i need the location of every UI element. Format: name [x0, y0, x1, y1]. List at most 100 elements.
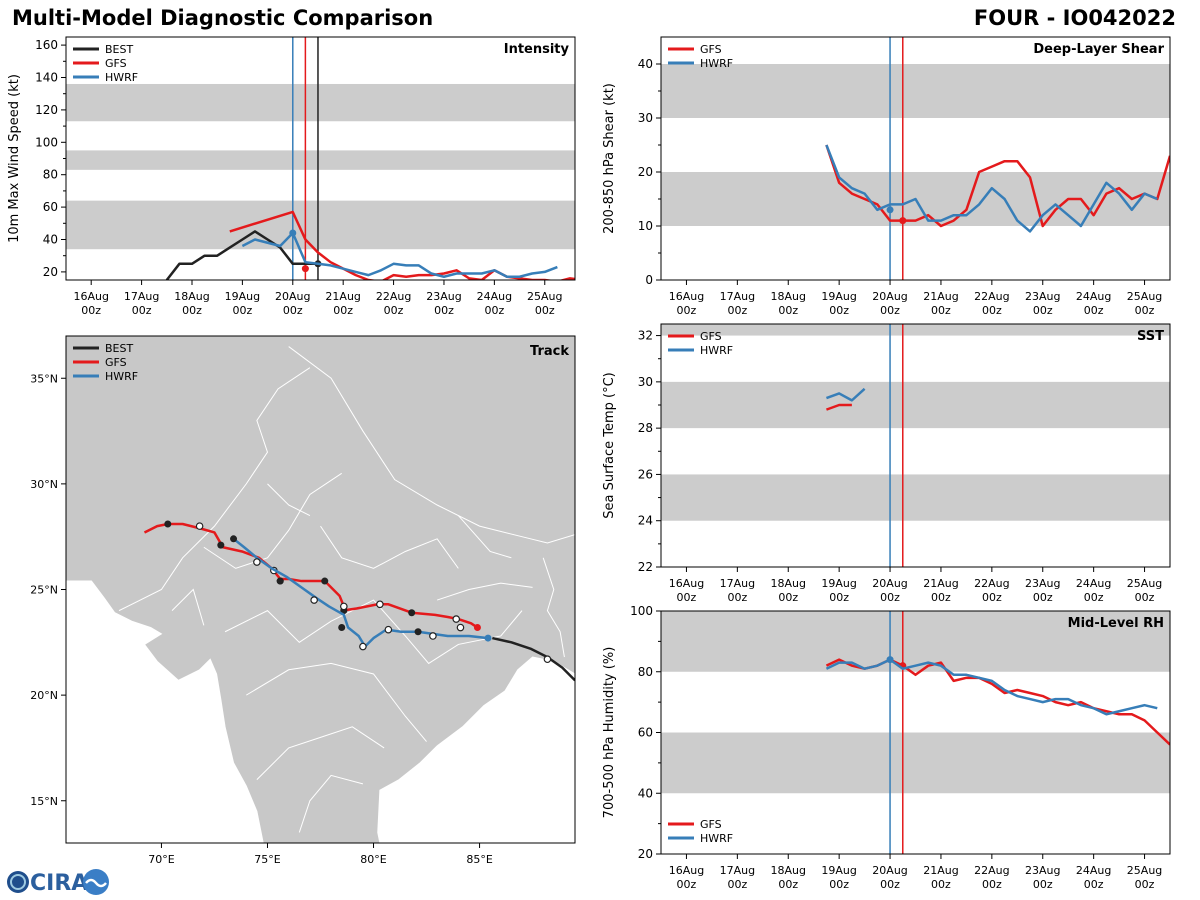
sst-xtick-label: 24Aug [1076, 577, 1111, 590]
intensity-ytick-label: 100 [35, 135, 58, 149]
shear-xtick-label: 00z [778, 304, 798, 317]
sst-xtick-label: 23Aug [1025, 577, 1060, 590]
intensity-xtick-label: 18Aug [174, 290, 209, 303]
track-point-filled-hwrf [414, 628, 422, 636]
sst-xtick-label: 00z [727, 591, 747, 604]
track-point-open-hwrf [359, 642, 367, 651]
sst-xtick-label: 00z [829, 591, 849, 604]
border-line-1 [288, 346, 575, 544]
rh-band-0 [661, 732, 1170, 794]
rh-xtick-label: 21Aug [923, 864, 958, 877]
sst-xtick-label: 19Aug [821, 577, 856, 590]
sst-xtick-label: 16Aug [669, 577, 704, 590]
shear-xtick-label: 00z [982, 304, 1002, 317]
intensity-panel: 2040608010012014016016Aug00z17Aug00z18Au… [7, 36, 576, 317]
rh-xtick-label: 22Aug [974, 864, 1009, 877]
track-point-filled-hwrf [484, 634, 492, 642]
sst-ytick-label: 28 [638, 421, 653, 435]
rh-legend-label-gfs: GFS [700, 818, 722, 831]
sst-line-hwrf [825, 387, 866, 402]
intensity-xtick-label: 16Aug [73, 290, 108, 303]
rh-xtick-label: 19Aug [821, 864, 856, 877]
sst-line-gfs [825, 403, 852, 411]
track-point-open-hwrf [456, 623, 465, 632]
rh-xtick-label: 00z [1084, 878, 1104, 891]
intensity-line-hwrf [241, 231, 558, 279]
intensity-xtick-label: 20Aug [275, 290, 310, 303]
sst-xtick-label: 00z [931, 591, 951, 604]
border-line-0 [118, 367, 311, 612]
track-legend-label-hwrf: HWRF [105, 370, 138, 383]
intensity-title: Intensity [504, 42, 570, 57]
intensity-ytick-label: 40 [43, 233, 58, 247]
sst-legend-label-gfs: GFS [700, 330, 722, 343]
track-point-filled-hwrf [276, 577, 284, 585]
shear-xtick-label: 24Aug [1076, 290, 1111, 303]
track-xtick-label: 85°E [466, 853, 492, 866]
intensity-ytick-label: 80 [43, 168, 58, 182]
rh-band-1 [661, 611, 1170, 672]
track-xtick-label: 80°E [360, 853, 386, 866]
intensity-xtick-label: 19Aug [225, 290, 260, 303]
border-line-12 [457, 515, 512, 559]
rh-marker-hwrf [886, 656, 894, 664]
sst-title: SST [1137, 329, 1164, 344]
track-point-open-best [543, 655, 552, 664]
intensity-xtick-label: 00z [333, 304, 353, 317]
track-ytick-label: 20°N [30, 689, 58, 702]
track-xtick-label: 75°E [254, 853, 280, 866]
sst-ylabel: Sea Surface Temp (°C) [602, 372, 617, 519]
intensity-ytick-label: 60 [43, 200, 58, 214]
track-point-filled-gfs [473, 624, 481, 632]
sst-band-1 [661, 381, 1170, 429]
track-point-open-gfs [376, 600, 384, 609]
shear-ytick-label: 10 [638, 219, 653, 233]
rh-line-hwrf [825, 658, 1158, 716]
sst-xtick-label: 17Aug [720, 577, 755, 590]
sst-xtick-label: 00z [1135, 591, 1155, 604]
track-point-open-hwrf [253, 558, 261, 566]
shear-xtick-label: 00z [931, 304, 951, 317]
shear-ytick-label: 0 [645, 273, 653, 287]
intensity-xtick-label: 22Aug [376, 290, 411, 303]
border-line-5 [256, 726, 385, 780]
nesdis-wave-icon [85, 878, 107, 888]
border-line-9 [436, 582, 533, 601]
track-title: Track [530, 344, 569, 359]
track-ytick-label: 35°N [30, 372, 58, 385]
storm-id: FOUR - IO042022 [973, 6, 1176, 30]
intensity-xtick-label: 00z [132, 304, 152, 317]
border-line-7 [320, 525, 459, 569]
rh-xtick-label: 17Aug [720, 864, 755, 877]
rh-xtick-label: 20Aug [872, 864, 907, 877]
track-line-best [492, 636, 575, 682]
shear-marker-gfs [899, 217, 907, 225]
intensity-band-0 [66, 200, 575, 250]
track-xtick-label: 70°E [148, 853, 174, 866]
sst-xtick-label: 18Aug [771, 577, 806, 590]
track-point-open-gfs [452, 615, 461, 623]
intensity-ytick-label: 160 [35, 38, 58, 52]
shear-ylabel: 200-850 hPa Shear (kt) [602, 83, 617, 234]
track-point-filled-gfs [217, 541, 225, 549]
sst-xtick-label: 20Aug [872, 577, 907, 590]
intensity-band-1 [66, 150, 575, 170]
border-line-6 [298, 774, 364, 833]
track-point-open-hwrf [429, 632, 437, 640]
shear-panel: 01020304016Aug00z17Aug00z18Aug00z19Aug00… [602, 36, 1171, 317]
rh-ytick-label: 100 [630, 604, 653, 618]
intensity-ytick-label: 120 [35, 103, 58, 117]
rh-line-gfs [825, 658, 1170, 746]
rh-xtick-label: 00z [829, 878, 849, 891]
intensity-xtick-label: 00z [81, 304, 101, 317]
shear-ytick-label: 40 [638, 57, 653, 71]
shear-ytick-label: 20 [638, 165, 653, 179]
sst-ytick-label: 22 [638, 560, 653, 574]
rh-xtick-label: 00z [1135, 878, 1155, 891]
track-legend-label-gfs: GFS [105, 356, 127, 369]
sst-xtick-label: 00z [778, 591, 798, 604]
sst-xtick-label: 00z [880, 591, 900, 604]
shear-xtick-label: 22Aug [974, 290, 1009, 303]
sst-ytick-label: 26 [638, 467, 653, 481]
